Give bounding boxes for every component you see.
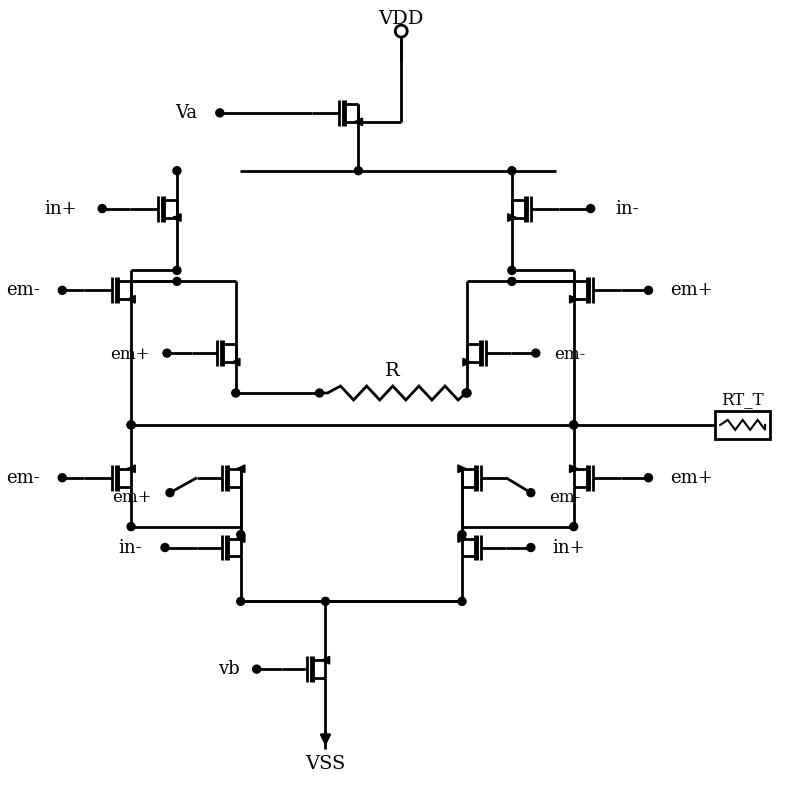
Circle shape <box>173 266 181 274</box>
Circle shape <box>166 489 174 496</box>
Text: em+: em+ <box>670 469 713 487</box>
Circle shape <box>161 544 169 552</box>
Circle shape <box>570 421 578 429</box>
Text: R: R <box>385 362 400 380</box>
Circle shape <box>253 665 261 673</box>
Circle shape <box>527 489 535 496</box>
Circle shape <box>58 286 66 294</box>
Circle shape <box>237 530 245 538</box>
Circle shape <box>395 25 407 37</box>
Circle shape <box>508 277 516 285</box>
Circle shape <box>354 167 362 175</box>
Text: RT_T: RT_T <box>721 392 763 408</box>
Circle shape <box>127 421 135 429</box>
Circle shape <box>98 205 106 213</box>
Circle shape <box>532 349 540 357</box>
Text: em-: em- <box>549 489 580 506</box>
Circle shape <box>570 522 578 530</box>
Circle shape <box>58 474 66 481</box>
Circle shape <box>645 474 653 481</box>
Circle shape <box>232 389 240 397</box>
Circle shape <box>462 389 470 397</box>
Text: in-: in- <box>615 199 639 217</box>
Circle shape <box>315 389 323 397</box>
Text: Va: Va <box>174 104 197 122</box>
Circle shape <box>586 205 594 213</box>
Text: em-: em- <box>6 281 40 299</box>
Text: in+: in+ <box>45 199 78 217</box>
Circle shape <box>127 522 135 530</box>
Circle shape <box>570 421 578 429</box>
Bar <box>715 411 770 439</box>
Text: VSS: VSS <box>306 755 346 773</box>
Circle shape <box>173 277 181 285</box>
Text: em-: em- <box>554 346 585 362</box>
Text: VDD: VDD <box>378 10 424 28</box>
Circle shape <box>216 109 224 117</box>
Circle shape <box>173 167 181 175</box>
Text: em+: em+ <box>110 346 150 362</box>
Circle shape <box>645 286 653 294</box>
Circle shape <box>458 597 466 605</box>
Circle shape <box>237 597 245 605</box>
Circle shape <box>508 266 516 274</box>
Text: em-: em- <box>6 469 40 487</box>
Circle shape <box>458 530 466 538</box>
Text: em+: em+ <box>670 281 713 299</box>
Text: in-: in- <box>118 538 142 556</box>
Text: em+: em+ <box>113 489 152 506</box>
Text: in+: in+ <box>553 538 586 556</box>
Circle shape <box>322 597 330 605</box>
Circle shape <box>463 389 471 397</box>
Text: vb: vb <box>218 660 240 678</box>
Circle shape <box>527 544 535 552</box>
Circle shape <box>127 421 135 429</box>
Circle shape <box>163 349 171 357</box>
Circle shape <box>508 167 516 175</box>
